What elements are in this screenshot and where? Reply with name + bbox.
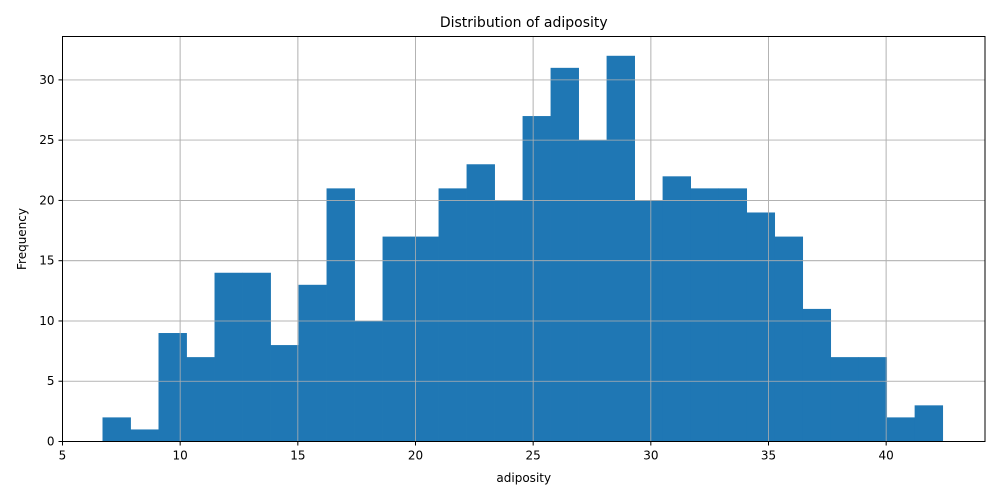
histogram-bar [578,140,607,442]
y-tick-label: 25 [39,133,54,147]
y-axis-ticks: 0 5 10 15 20 25 30 [39,73,63,449]
x-tick-label: 35 [761,449,776,463]
histogram-bar [410,236,439,442]
y-tick-label: 20 [39,193,54,207]
histogram-bar [774,236,804,442]
histogram-bar [298,284,327,442]
histogram-bar [438,188,467,442]
x-tick-label: 30 [643,449,658,463]
histogram-bar [830,357,860,442]
histogram-bar [130,429,159,442]
histogram-bar [606,55,635,442]
x-tick-label: 25 [526,449,541,463]
histogram-bar [186,357,215,442]
x-axis-label: adiposity [496,471,551,485]
plot-area-frame [62,36,986,442]
histogram-bar [858,357,888,442]
x-tick-label: 20 [408,449,423,463]
histogram-bar [718,188,748,442]
histogram-bar [270,345,299,442]
x-tick-label: 15 [290,449,305,463]
histogram-bar [102,417,131,442]
histogram-bar [522,116,551,442]
histogram-bar [326,188,355,442]
histogram-bar [886,417,916,442]
histogram-bar [802,308,832,442]
histogram-bar [914,405,944,442]
histogram-bar [662,176,692,442]
y-tick-label: 5 [47,374,55,388]
x-tick-label: 5 [59,449,67,463]
x-tick-label: 10 [173,449,188,463]
histogram-bar [242,272,271,442]
x-tick-label: 40 [879,449,894,463]
histogram-bar [382,236,411,442]
y-tick-label: 15 [39,254,54,268]
y-tick-label: 30 [39,73,54,87]
histogram-bar [550,67,579,442]
histogram-bars [62,36,985,442]
y-tick-label: 10 [39,314,54,328]
histogram-bar [214,272,243,442]
histogram-bar [690,188,720,442]
histogram-bar [746,212,776,442]
y-tick-label: 0 [47,435,55,449]
x-axis-ticks: 5 10 15 20 25 30 35 40 [59,441,894,463]
y-axis-label: Frequency [15,208,29,270]
chart-title: Distribution of adiposity [440,15,608,31]
histogram-bar [158,333,187,442]
histogram-bar [466,164,495,442]
